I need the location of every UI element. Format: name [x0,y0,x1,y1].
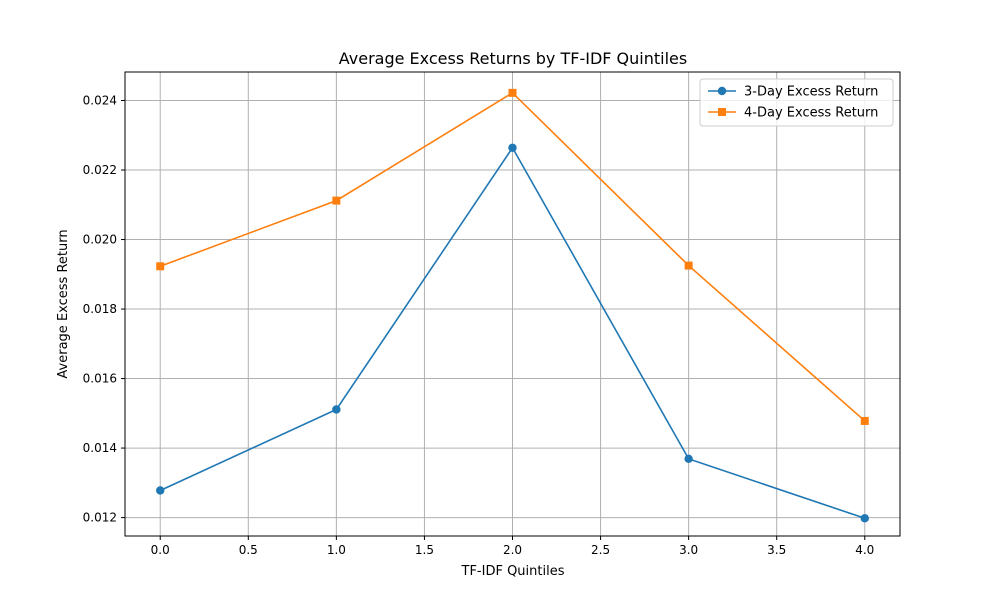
legend-marker-circle [717,86,727,96]
legend-label: 4-Day Excess Return [744,106,878,121]
data-point-square [684,261,693,270]
y-tick-label: 0.020 [83,233,117,247]
legend-label: 3-Day Excess Return [744,85,878,100]
y-tick-label: 0.024 [83,94,117,108]
x-tick-label: 1.5 [415,543,434,557]
x-tick-label: 1.0 [327,543,346,557]
data-point-square [156,262,165,271]
data-point-circle [332,405,341,414]
legend-item: 4-Day Excess Return [708,106,878,121]
x-tick-label: 4.0 [855,543,874,557]
data-point-square [508,88,517,97]
data-point-circle [860,514,869,523]
data-point-circle [508,143,517,152]
x-tick-label: 2.0 [503,543,522,557]
legend-box [699,78,894,127]
legend-marker-square [718,108,726,116]
data-point-circle [156,486,165,495]
legend-item: 3-Day Excess Return [708,85,878,100]
legend: 3-Day Excess Return 4-Day Excess Return [699,78,894,127]
data-point-square [332,196,341,205]
grid [125,72,900,536]
x-tick-label: 2.5 [591,543,610,557]
series-2 [156,88,869,425]
data-point-circle [684,454,693,464]
chart-title: Average Excess Returns by TF-IDF Quintil… [339,49,687,68]
x-tick-label: 3.5 [767,543,786,557]
x-tick-label: 0.0 [151,543,170,557]
y-axis-label: Average Excess Return [56,229,71,378]
y-tick-label: 0.014 [83,441,117,455]
y-tick-label: 0.016 [83,372,117,386]
y-tick-label: 0.018 [83,302,117,316]
series-1 [156,143,869,523]
x-axis-label: TF-IDF Quintiles [461,564,565,579]
axis-ticks: 0.0 0.5 1.0 1.5 2.0 2.5 3.0 3.5 4.0 0.012 0.014 0.0… [83,94,875,557]
y-tick-label: 0.022 [83,163,117,177]
data-point-square [860,416,869,425]
x-tick-label: 3.0 [679,543,698,557]
x-tick-label: 0.5 [239,543,258,557]
y-tick-label: 0.012 [83,511,117,525]
series-layer [156,88,869,523]
